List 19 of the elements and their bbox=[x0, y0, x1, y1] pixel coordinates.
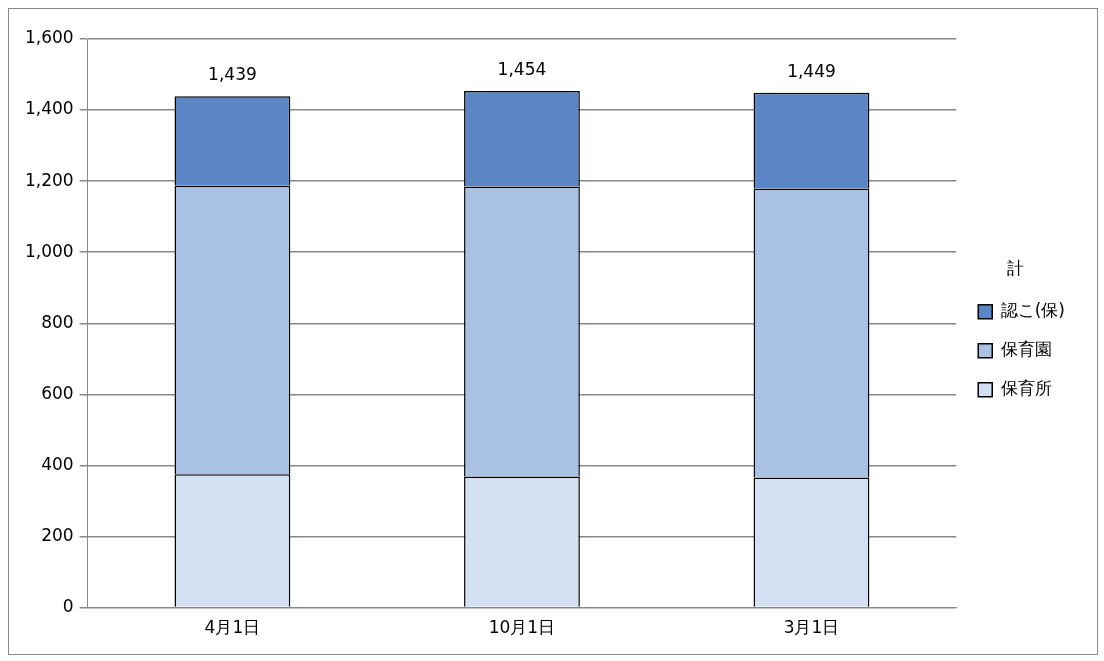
y-tick-label: 1,000 bbox=[25, 240, 74, 261]
x-tick-label: 10月1日 bbox=[488, 617, 556, 638]
y-tick-label: 0 bbox=[62, 596, 74, 617]
y-tick-label: 400 bbox=[41, 453, 74, 474]
legend-label: 保育園 bbox=[1000, 339, 1052, 360]
y-tick-label: 200 bbox=[41, 524, 74, 545]
legend-label: 保育所 bbox=[1000, 378, 1052, 399]
legend-label: 認こ(保) bbox=[1000, 300, 1065, 321]
y-tick-label: 1,200 bbox=[25, 169, 74, 190]
y-tick-label: 1,600 bbox=[25, 27, 74, 48]
x-tick-label: 4月1日 bbox=[204, 617, 261, 638]
total-label: 1,454 bbox=[497, 58, 547, 79]
y-tick-label: 600 bbox=[41, 382, 74, 403]
legend-title: 計 bbox=[1007, 257, 1025, 278]
y-tick-label: 1,400 bbox=[25, 98, 74, 119]
x-tick-label: 3月1日 bbox=[783, 617, 840, 638]
y-tick-label: 800 bbox=[41, 311, 74, 332]
total-label: 1,439 bbox=[208, 64, 257, 85]
total-label: 1,449 bbox=[787, 60, 836, 81]
